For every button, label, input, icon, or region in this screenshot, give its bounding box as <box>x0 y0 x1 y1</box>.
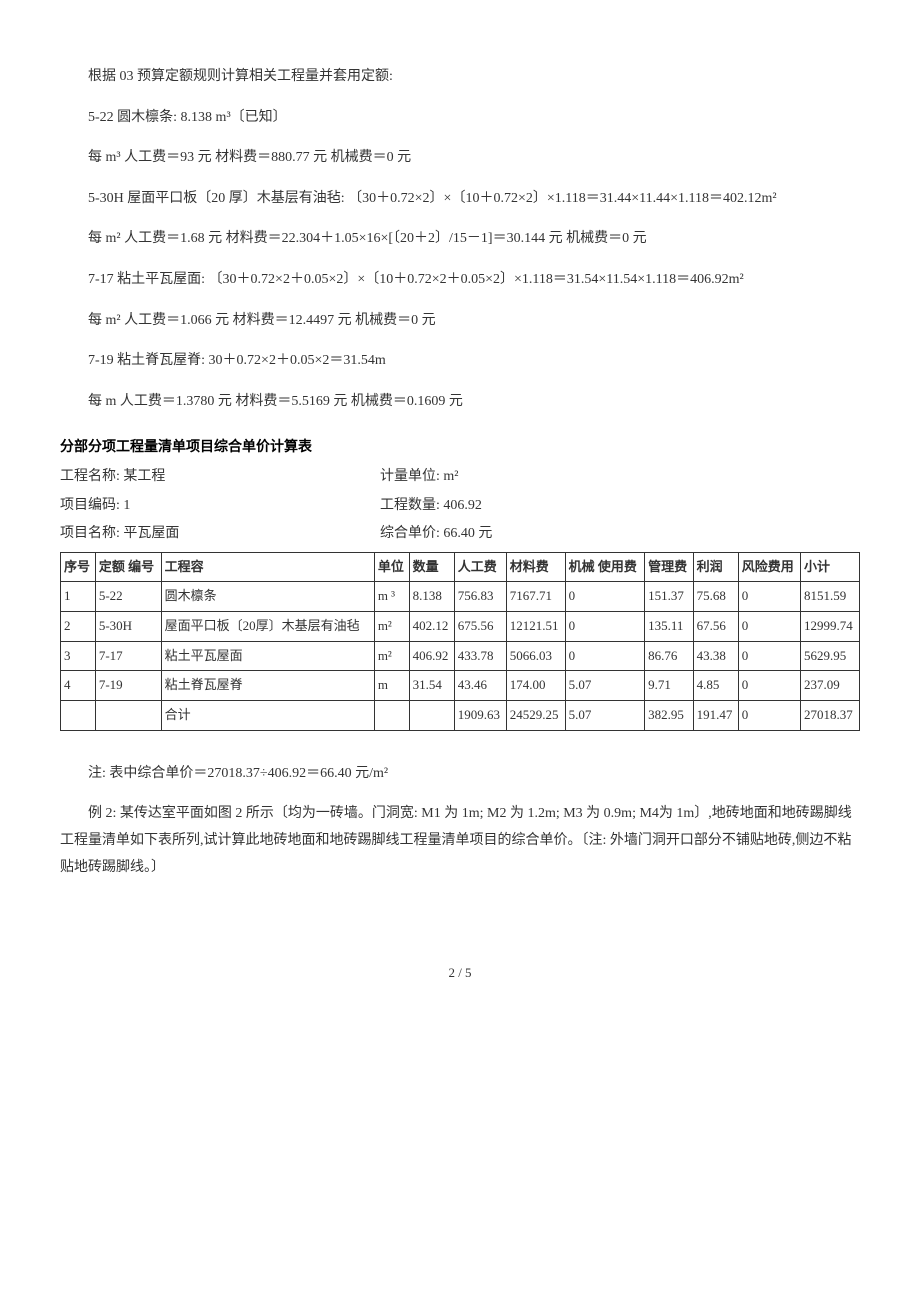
paragraph: 5-30H 屋面平口板〔20 厚〕木基层有油毡: 〔30＋0.72×2〕×〔10… <box>60 186 860 213</box>
table-cell: 圆木檩条 <box>161 582 374 612</box>
table-cell: 24529.25 <box>506 701 565 731</box>
table-cell: 406.92 <box>409 641 454 671</box>
header-unit-price: 综合单价: 66.40 元 <box>380 521 492 548</box>
table-row: 25-30H屋面平口板〔20厚〕木基层有油毡m²402.12675.561212… <box>61 612 860 642</box>
table-cell: 0 <box>565 612 644 642</box>
table-cell <box>61 701 96 731</box>
table-cell: 75.68 <box>693 582 738 612</box>
table-cell: 5.07 <box>565 701 644 731</box>
table-cell: 1909.63 <box>454 701 506 731</box>
table-cell: 43.38 <box>693 641 738 671</box>
table-cell: 0 <box>738 582 800 612</box>
table-row: 37-17粘土平瓦屋面m²406.92433.785066.03086.7643… <box>61 641 860 671</box>
page-footer: 2 / 5 <box>60 961 860 986</box>
note-price: 注: 表中综合单价＝27018.37÷406.92＝66.40 元/m² <box>60 761 860 788</box>
table-cell: 675.56 <box>454 612 506 642</box>
table-cell: 4 <box>61 671 96 701</box>
table-cell: 12999.74 <box>801 612 860 642</box>
col-header: 序号 <box>61 552 96 582</box>
table-cell: m² <box>374 641 409 671</box>
table-cell: 174.00 <box>506 671 565 701</box>
table-cell: 135.11 <box>645 612 694 642</box>
table-cell: 4.85 <box>693 671 738 701</box>
table-cell: 8.138 <box>409 582 454 612</box>
table-cell: m ³ <box>374 582 409 612</box>
header-unit: 计量单位: m² <box>380 464 458 491</box>
table-cell: 67.56 <box>693 612 738 642</box>
table-cell: 5629.95 <box>801 641 860 671</box>
table-cell: 合计 <box>161 701 374 731</box>
table-cell: 237.09 <box>801 671 860 701</box>
table-cell: 191.47 <box>693 701 738 731</box>
col-header: 利润 <box>693 552 738 582</box>
col-header: 工程容 <box>161 552 374 582</box>
table-row: 15-22圆木檩条m ³8.138756.837167.710151.3775.… <box>61 582 860 612</box>
table-row: 合计 1909.6324529.255.07382.95191.47027018.… <box>61 701 860 731</box>
table-header-block: 工程名称: 某工程 计量单位: m² 项目编码: 1 工程数量: 406.92 … <box>60 464 860 548</box>
table-cell <box>374 701 409 731</box>
paragraph: 7-17 粘土平瓦屋面: 〔30＋0.72×2＋0.05×2〕×〔10＋0.72… <box>60 267 860 294</box>
table-cell: 0 <box>565 582 644 612</box>
table-cell: 屋面平口板〔20厚〕木基层有油毡 <box>161 612 374 642</box>
table-cell: 5.07 <box>565 671 644 701</box>
col-header: 机械 使用费 <box>565 552 644 582</box>
table-cell: 43.46 <box>454 671 506 701</box>
table-cell: m <box>374 671 409 701</box>
table-row: 47-19粘土脊瓦屋脊m31.5443.46174.005.079.714.85… <box>61 671 860 701</box>
table-cell <box>409 701 454 731</box>
table-cell: 0 <box>738 701 800 731</box>
table-cell: 382.95 <box>645 701 694 731</box>
paragraph: 每 m³ 人工费＝93 元 材料费＝880.77 元 机械费＝0 元 <box>60 145 860 172</box>
example-paragraph: 例 2: 某传达室平面如图 2 所示〔均为一砖墙。门洞宽: M1 为 1m; M… <box>60 801 860 881</box>
col-header: 单位 <box>374 552 409 582</box>
paragraph: 根据 03 预算定额规则计算相关工程量并套用定额: <box>60 64 860 91</box>
table-cell: 5066.03 <box>506 641 565 671</box>
table-cell: 粘土脊瓦屋脊 <box>161 671 374 701</box>
paragraph: 7-19 粘土脊瓦屋脊: 30＋0.72×2＋0.05×2＝31.54m <box>60 348 860 375</box>
table-cell: 0 <box>738 641 800 671</box>
table-cell: 粘土平瓦屋面 <box>161 641 374 671</box>
section-title: 分部分项工程量清单项目综合单价计算表 <box>60 435 860 462</box>
table-cell: 31.54 <box>409 671 454 701</box>
col-header: 材料费 <box>506 552 565 582</box>
paragraph: 每 m² 人工费＝1.066 元 材料费＝12.4497 元 机械费＝0 元 <box>60 308 860 335</box>
header-item-name: 项目名称: 平瓦屋面 <box>60 521 380 548</box>
col-header: 小计 <box>801 552 860 582</box>
table-cell: 7-17 <box>95 641 161 671</box>
table-cell: 7167.71 <box>506 582 565 612</box>
table-cell: 9.71 <box>645 671 694 701</box>
table-cell: 7-19 <box>95 671 161 701</box>
cost-table: 序号 定额 编号 工程容 单位 数量 人工费 材料费 机械 使用费 管理费 利润… <box>60 552 860 731</box>
table-header-row: 序号 定额 编号 工程容 单位 数量 人工费 材料费 机械 使用费 管理费 利润… <box>61 552 860 582</box>
table-cell: 3 <box>61 641 96 671</box>
col-header: 数量 <box>409 552 454 582</box>
table-cell: 27018.37 <box>801 701 860 731</box>
table-cell <box>95 701 161 731</box>
table-cell: 12121.51 <box>506 612 565 642</box>
header-quantity: 工程数量: 406.92 <box>380 493 482 520</box>
header-project-name: 工程名称: 某工程 <box>60 464 380 491</box>
col-header: 定额 编号 <box>95 552 161 582</box>
table-cell: 86.76 <box>645 641 694 671</box>
col-header: 风险费用 <box>738 552 800 582</box>
table-cell: 433.78 <box>454 641 506 671</box>
table-cell: 1 <box>61 582 96 612</box>
paragraph: 每 m² 人工费＝1.68 元 材料费＝22.304＋1.05×16×[〔20＋… <box>60 226 860 253</box>
table-cell: 0 <box>565 641 644 671</box>
table-cell: 8151.59 <box>801 582 860 612</box>
table-cell: 756.83 <box>454 582 506 612</box>
header-project-code: 项目编码: 1 <box>60 493 380 520</box>
table-cell: m² <box>374 612 409 642</box>
paragraph: 每 m 人工费＝1.3780 元 材料费＝5.5169 元 机械费＝0.1609… <box>60 389 860 416</box>
table-cell: 0 <box>738 612 800 642</box>
table-cell: 0 <box>738 671 800 701</box>
table-cell: 5-22 <box>95 582 161 612</box>
table-cell: 2 <box>61 612 96 642</box>
col-header: 人工费 <box>454 552 506 582</box>
paragraph: 5-22 圆木檩条: 8.138 m³〔已知〕 <box>60 105 860 132</box>
table-cell: 402.12 <box>409 612 454 642</box>
col-header: 管理费 <box>645 552 694 582</box>
table-cell: 5-30H <box>95 612 161 642</box>
table-cell: 151.37 <box>645 582 694 612</box>
